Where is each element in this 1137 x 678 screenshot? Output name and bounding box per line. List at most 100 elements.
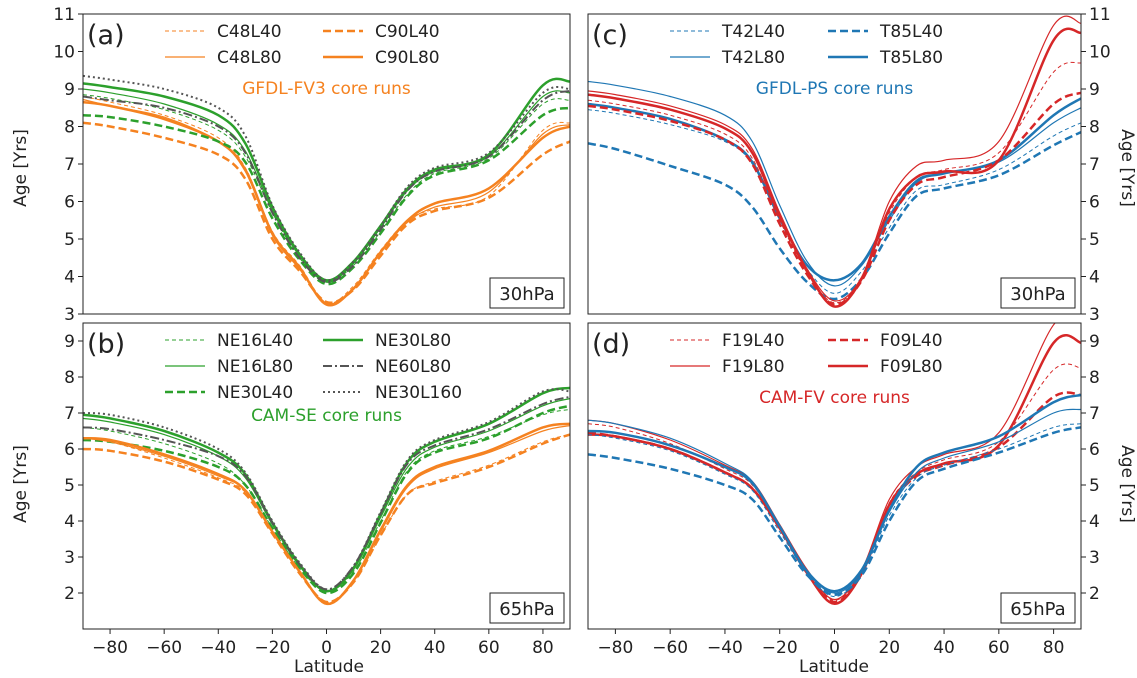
series-line-c90l40 [83,121,570,304]
pressure-label: 30hPa [1010,284,1065,305]
legend-label: NE16L40 [217,331,293,351]
series-line-9 [83,89,570,284]
legend-label: NE30L40 [217,383,293,403]
y-tick-label: 5 [1089,476,1100,496]
panel-b: 2 3 4 5 6 7 8 9 −80 −60 −40 −20 0 20 40 60 80 (b) NE16L40 N… [64,322,571,658]
x-tick-label: −80 [92,638,128,658]
series-line-t42l40 [588,109,1081,294]
x-tick-label: 0 [829,638,840,658]
legend-label: C48L40 [217,22,282,42]
series-line-7 [83,106,570,286]
y-tick-label: 11 [1089,5,1111,25]
panel-label: (b) [87,329,125,360]
series-line-5 [83,94,570,283]
y-axis-label-left: Age [Yrs] [11,129,31,207]
series-line-t42l80 [588,80,1081,287]
legend-label: C90L40 [375,22,440,42]
y-tick-label: 7 [1089,155,1100,175]
x-axis-label-left: Latitude [294,657,364,677]
y-axis-label-right: Age [Yrs] [1117,129,1137,207]
series-group [83,386,570,606]
panel-label: (d) [592,329,630,360]
y-tick-label: 9 [1089,80,1100,100]
x-tick-label: 60 [988,638,1010,658]
y-tick-label: 4 [1089,512,1100,532]
series-line-c48l40 [83,96,570,304]
y-axis-label-left-lower: Age [Yrs] [11,445,31,523]
panel-d: 2 3 4 5 6 7 8 9 −80 −60 −40 −20 0 20 40 60 80 (d) F19L40 F1… [587,322,1100,658]
y-tick-label: 6 [1089,440,1100,460]
y-tick-label: 9 [64,80,75,100]
series-group [588,15,1081,308]
x-axis-label-right: Latitude [799,657,869,677]
pressure-label-box [1000,277,1076,309]
pressure-label-box [489,277,565,309]
panel-label: (a) [87,20,125,51]
series-line-5 [588,61,1081,304]
panel-title: CAM-FV core runs [759,388,910,408]
legend-label: F09L80 [880,357,943,377]
y-tick-label: 5 [64,476,75,496]
y-tick-label: 3 [64,548,75,568]
series-line-7 [588,426,1081,597]
legend-label: F19L40 [722,331,785,351]
x-tick-label: −80 [597,638,633,658]
y-tick-label: 3 [1089,548,1100,568]
legend-label: T42L40 [721,22,785,42]
series-line-t85l80 [588,97,1081,282]
y-tick-label: 3 [64,305,75,325]
x-tick-label: 20 [878,638,900,658]
panel-title: GFDL-PS core runs [756,79,914,99]
panel-title: GFDL-FV3 core runs [242,79,411,99]
y-tick-label: 9 [64,332,75,352]
legend-label: NE30L160 [375,383,462,403]
legend-label: NE16L80 [217,357,293,377]
y-tick-label: 6 [1089,193,1100,213]
series-line-f09l40 [588,391,1081,604]
legend-label: T85L40 [879,22,943,42]
legend-label: NE30L80 [375,331,451,351]
series-line-f09l80 [588,334,1081,606]
x-tick-label: 40 [933,638,955,658]
pressure-label: 30hPa [499,284,554,305]
y-tick-label: 4 [64,512,75,532]
pressure-label-box [489,592,565,624]
y-tick-label: 9 [1089,332,1100,352]
series-line-f19l80 [588,323,1081,601]
y-tick-label: 2 [1089,584,1100,604]
x-tick-label: 60 [478,638,500,658]
legend-label: NE60L80 [375,357,451,377]
y-tick-label: 6 [64,193,75,213]
panel-title: CAM-SE core runs [251,406,402,426]
x-tick-label: −40 [200,638,236,658]
legend-label: F19L80 [722,357,785,377]
x-tick-label: −60 [652,638,688,658]
series-line-8 [83,77,570,282]
y-tick-label: 5 [1089,230,1100,250]
x-tick-label: −20 [762,638,798,658]
series-line-ne30l80 [83,386,570,593]
series-line-10 [83,422,570,606]
y-tick-label: 10 [1089,43,1111,63]
y-tick-label: 3 [1089,305,1100,325]
pressure-label-box [1000,592,1076,624]
series-line-8 [588,393,1081,593]
series-line-9 [83,433,570,604]
y-tick-label: 7 [64,404,75,424]
x-tick-label: −60 [146,638,182,658]
legend-label: F09L40 [880,331,943,351]
legend-label: C48L80 [217,48,282,68]
x-tick-label: 0 [321,638,332,658]
y-tick-label: 8 [1089,118,1100,138]
pressure-label: 65hPa [499,599,554,620]
series-line-t85l40 [588,130,1081,301]
y-tick-label: 2 [64,584,75,604]
y-tick-label: 10 [53,43,75,63]
panel-label: (c) [592,20,628,51]
pressure-label: 65hPa [1010,599,1065,620]
y-tick-label: 11 [53,5,75,25]
plot-frame [82,322,571,630]
series-group [588,323,1081,606]
series-line-ne30l160 [83,388,570,591]
